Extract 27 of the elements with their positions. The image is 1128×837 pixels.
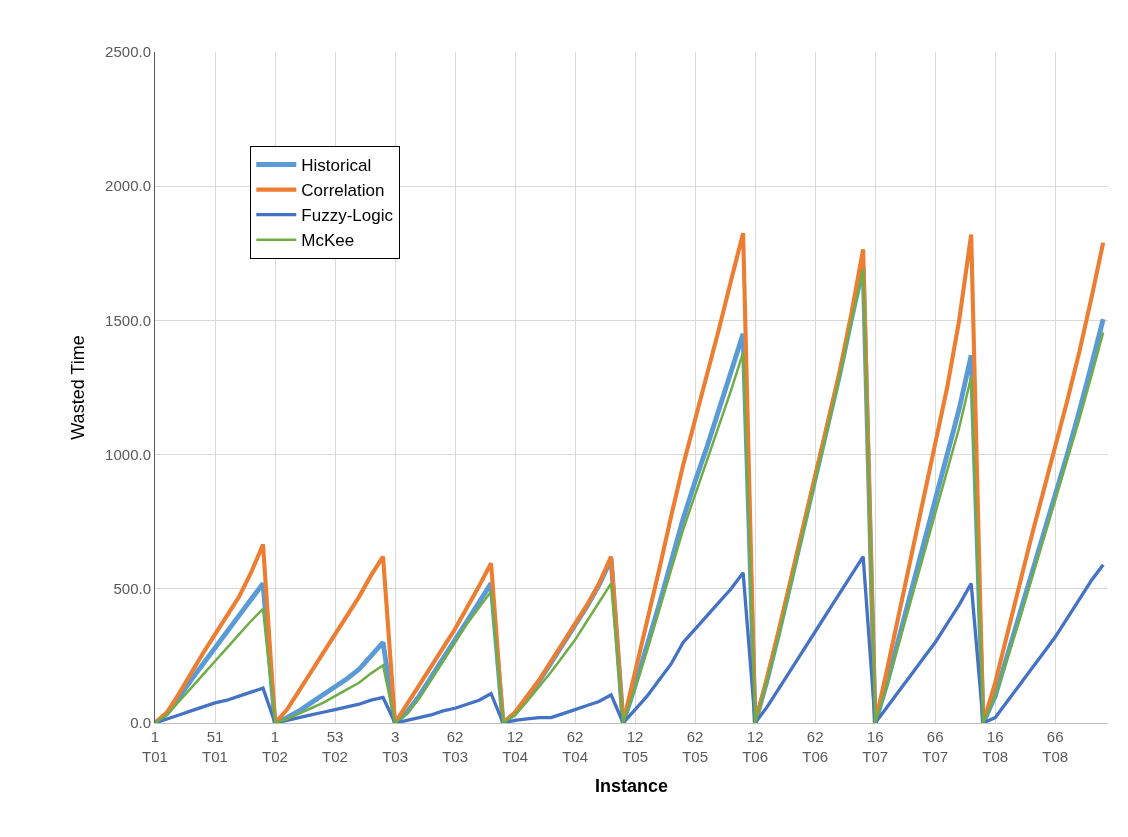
x-tick-label: 66 T07 xyxy=(922,728,949,765)
y-tick-label: 1000.0 xyxy=(105,445,151,463)
x-tick-label: 16 T08 xyxy=(982,728,1009,765)
x-tick-label: 66 T08 xyxy=(1042,728,1069,765)
x-tick-label: 51 T01 xyxy=(202,728,228,765)
x-tick-label: 62 T05 xyxy=(682,728,709,765)
y-tick-label: 500.0 xyxy=(113,580,151,598)
y-axis-title: Wasted Time xyxy=(68,335,89,440)
x-tick-label: 1 T02 xyxy=(262,728,288,765)
x-tick-label: 16 T07 xyxy=(862,728,889,765)
y-tick-label: 2500.0 xyxy=(105,43,151,61)
x-tick-label: 12 T05 xyxy=(622,728,649,765)
x-axis-title: Instance xyxy=(594,775,669,796)
legend-label: McKee xyxy=(301,231,355,251)
legend-label: Historical xyxy=(301,156,372,176)
x-tick-label: 12 T04 xyxy=(502,728,529,765)
x-tick-label: 12 T06 xyxy=(742,728,769,765)
line-series xyxy=(155,554,1105,723)
y-tick-label: 1500.0 xyxy=(105,311,151,329)
legend-label: Fuzzy-Logic xyxy=(301,206,394,226)
y-tick-label: 2000.0 xyxy=(105,177,151,195)
x-tick-label: 62 T03 xyxy=(442,728,468,765)
x-tick-label: 62 T06 xyxy=(802,728,829,765)
x-tick-label: 53 T02 xyxy=(322,728,348,765)
legend-label: Correlation xyxy=(301,181,385,201)
x-tick-label: 3 T03 xyxy=(382,728,408,765)
x-tick-label: 62 T04 xyxy=(562,728,589,765)
